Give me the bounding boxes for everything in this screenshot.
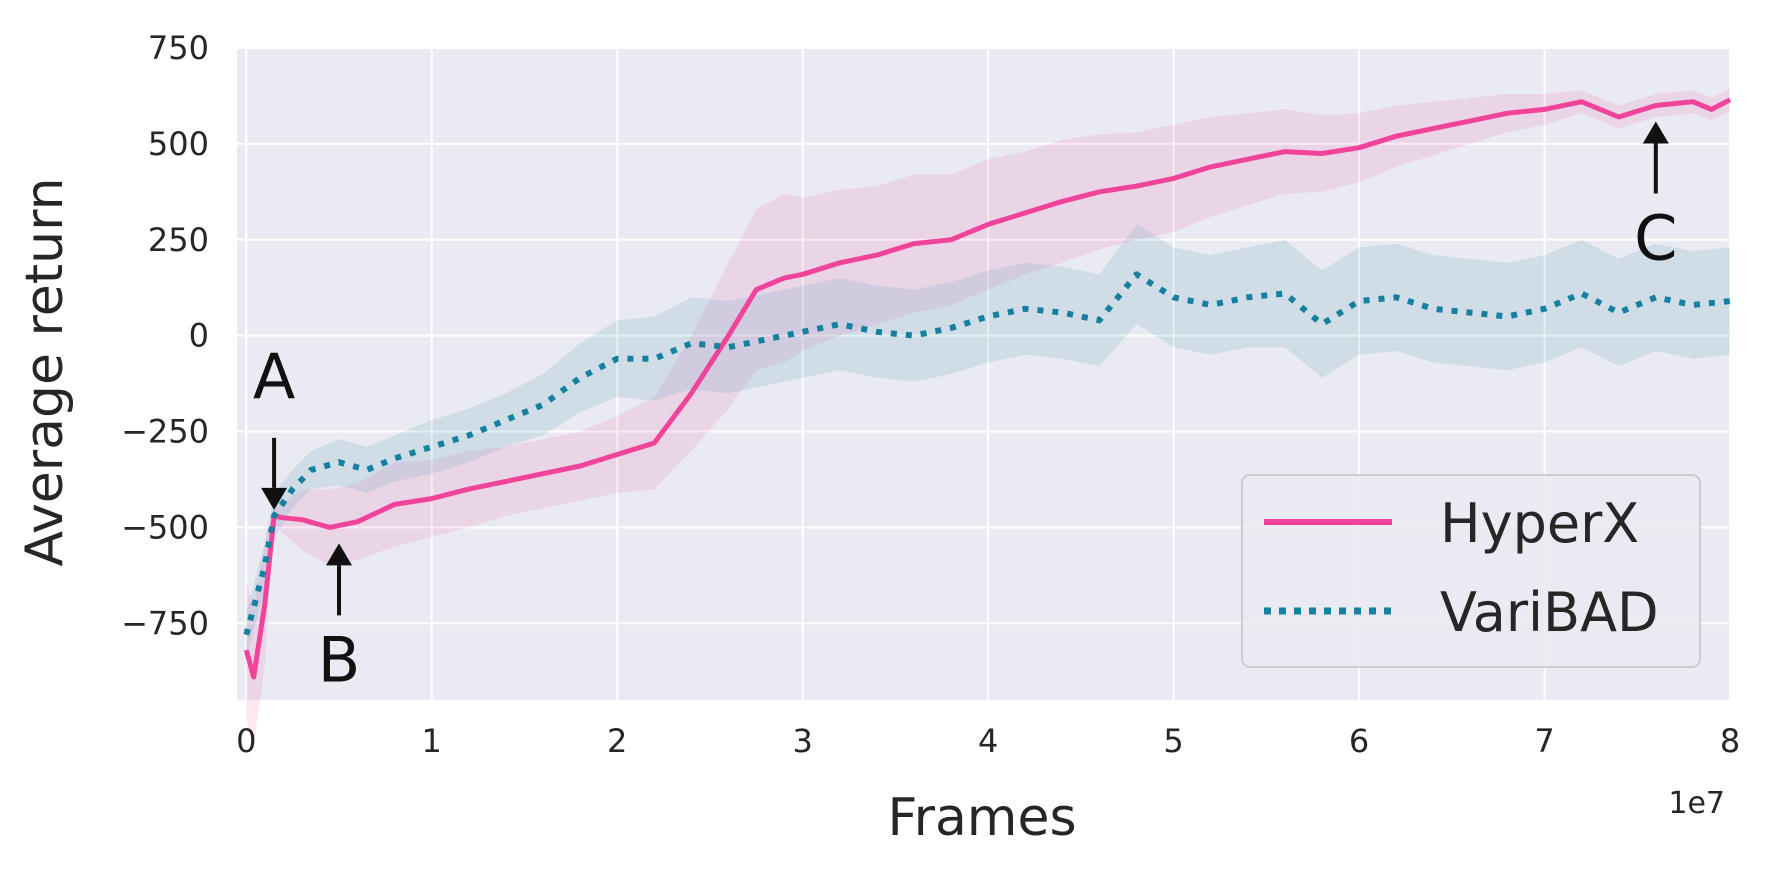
annotation-arrowhead [261, 487, 288, 510]
y-tick-label: 750 [148, 29, 209, 67]
y-axis-label: Average return [15, 177, 75, 566]
x-tick-label: 8 [1720, 722, 1740, 760]
tick-labels: 0 1 2 3 4 5 6 7 8 750 500 250 0 −250 −500 −750 [121, 29, 1740, 760]
legend: HyperX VariBAD [1241, 474, 1701, 668]
x-tick-label: 5 [1163, 722, 1183, 760]
grid [237, 47, 1731, 700]
x-tick-label: 7 [1534, 722, 1554, 760]
series-lines [243, 97, 1732, 680]
y-tick-label: 0 [189, 317, 209, 355]
confidence-band-varibad [246, 224, 1730, 658]
annotation-label: C [1634, 202, 1677, 275]
series-line-varibad [243, 271, 1731, 636]
y-tick-label: 250 [148, 221, 209, 259]
x-tick-label: 6 [1349, 722, 1369, 760]
y-tick-label: −500 [121, 508, 209, 546]
x-offset-label: 1e7 [1668, 786, 1725, 821]
confidence-band-hyperx [246, 88, 1730, 747]
x-axis-label: Frames [887, 788, 1076, 848]
y-tick-label: 500 [148, 125, 209, 163]
annotation-arrowhead [1642, 121, 1669, 144]
annotation-label: B [318, 623, 361, 696]
legend-label-hyperx: HyperX [1440, 492, 1639, 555]
y-tick-label: −250 [121, 413, 209, 451]
legend-label-varibad: VariBAD [1440, 581, 1659, 644]
annotation-arrowhead [326, 543, 353, 566]
confidence-bands [246, 88, 1730, 747]
x-tick-label: 0 [236, 722, 256, 760]
series-line-hyperx [243, 97, 1732, 680]
annotation-label: A [253, 340, 295, 413]
y-tick-label: −750 [121, 604, 209, 642]
x-tick-label: 4 [978, 722, 998, 760]
x-tick-label: 2 [607, 722, 627, 760]
annotations: A B C [253, 121, 1677, 696]
x-tick-label: 3 [792, 722, 812, 760]
x-tick-label: 1 [422, 722, 442, 760]
